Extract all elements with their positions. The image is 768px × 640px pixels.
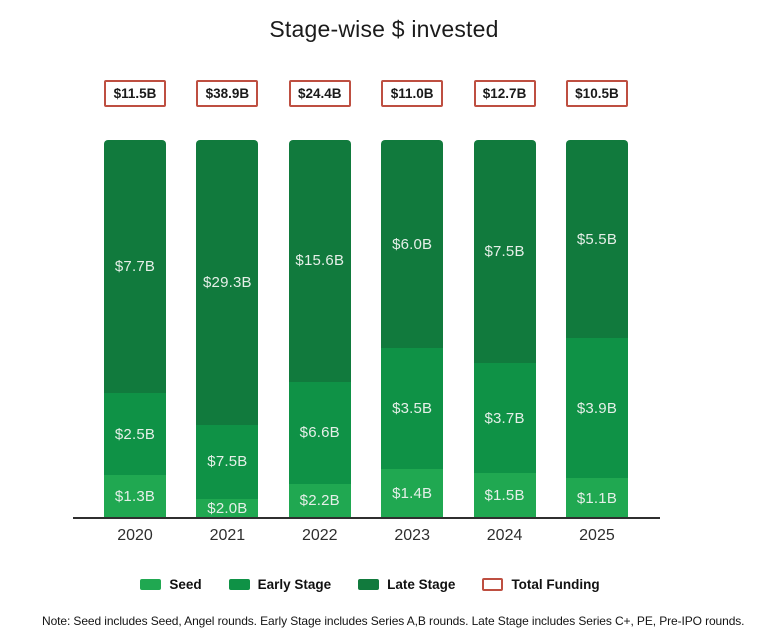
segment-value-label: $2.0B [207,499,248,517]
total-funding-box-2025: $10.5B [565,80,628,107]
stacked-bars-area: $7.7B $2.5B $1.3B $29.3B $7.5B $2.0B $15.6B $6.… [104,140,628,518]
segment-value-label: $1.5B [484,487,525,505]
segment-value-label: $5.5B [576,230,618,248]
legend-swatch-icon [228,579,250,590]
segment-value-label: $1.1B [576,489,618,507]
x-axis-label-2025: 2025 [579,527,615,544]
segment-value-label: $7.7B [114,258,156,276]
segment-late-stage-2024: $7.5B [473,140,536,364]
legend-item-late-stage: Late Stage [358,577,455,592]
x-axis-label-2024: 2024 [486,527,523,544]
segment-seed-2022: $2.2B [288,483,351,518]
segment-value-label: $6.6B [299,424,340,442]
segment-late-stage-2025: $5.5B [565,140,628,338]
legend-swatch-icon [358,579,380,590]
legend-swatch-icon [482,578,504,591]
segment-value-label: $3.5B [392,400,433,418]
chart-title: Stage-wise $ invested [269,16,499,42]
segment-seed-2023: $1.4B [381,469,444,518]
segment-value-label: $1.4B [392,485,433,503]
segment-early-stage-2021: $7.5B [196,425,259,499]
segment-value-label: $15.6B [295,252,345,270]
segment-early-stage-2025: $3.9B [565,338,628,479]
segment-early-stage-2024: $3.7B [473,363,536,474]
legend-label: Seed [169,577,202,592]
total-funding-box-2022: $24.4B [288,80,351,107]
x-axis-label-2020: 2020 [117,527,153,544]
segment-seed-2024: $1.5B [473,473,536,518]
x-axis-label-2023: 2023 [394,527,430,544]
legend-swatch-icon [140,579,162,590]
legend: Seed Early Stage Late Stage Total Funding [0,577,740,592]
legend-label: Late Stage [387,577,456,592]
bar-2022: $15.6B $6.6B $2.2B [288,140,351,518]
legend-item-total-funding: Total Funding [482,577,600,592]
segment-early-stage-2023: $3.5B [381,348,444,470]
segment-value-label: $29.3B [203,274,252,292]
legend-label: Early Stage [257,577,332,592]
segment-value-label: $3.9B [576,399,618,417]
legend-item-seed: Seed [140,577,202,592]
total-funding-box-2021: $38.9B [196,80,259,107]
bar-2023: $6.0B $3.5B $1.4B [381,140,444,518]
segment-value-label: $3.7B [484,409,525,427]
bar-2024: $7.5B $3.7B $1.5B [473,140,536,518]
total-funding-box-2020: $11.5B [104,80,166,107]
segment-late-stage-2021: $29.3B [196,140,259,426]
segment-seed-2025: $1.1B [565,478,628,518]
segment-value-label: $7.5B [207,453,248,471]
segment-early-stage-2020: $2.5B [104,393,166,476]
segment-seed-2020: $1.3B [104,475,166,518]
legend-item-early-stage: Early Stage [228,577,332,592]
legend-label: Total Funding [511,577,600,592]
segment-value-label: $2.2B [299,492,340,510]
segment-value-label: $6.0B [392,235,433,253]
segment-late-stage-2020: $7.7B [104,140,166,394]
segment-late-stage-2022: $15.6B [288,140,351,382]
segment-seed-2021: $2.0B [196,498,259,518]
total-funding-box-2024: $12.7B [473,80,536,107]
bar-2020: $7.7B $2.5B $1.3B [104,140,166,518]
x-axis-label-2021: 2021 [209,527,246,544]
footnote: Note: Seed includes Seed, Angel rounds. … [42,614,745,628]
segment-late-stage-2023: $6.0B [381,140,444,349]
total-funding-row: $11.5B $38.9B $24.4B $11.0B $12.7B $10.5B [104,80,628,107]
segment-value-label: $1.3B [114,488,156,506]
segment-value-label: $7.5B [484,243,525,261]
bar-2025: $5.5B $3.9B $1.1B [565,140,628,518]
x-axis-labels: 2020 2021 2022 2023 2024 2025 [104,527,628,545]
segment-early-stage-2022: $6.6B [288,381,351,484]
x-axis-line [73,517,660,519]
segment-value-label: $2.5B [114,425,156,443]
total-funding-box-2023: $11.0B [381,80,444,107]
x-axis-label-2022: 2022 [301,527,338,544]
bar-2021: $29.3B $7.5B $2.0B [196,140,259,518]
